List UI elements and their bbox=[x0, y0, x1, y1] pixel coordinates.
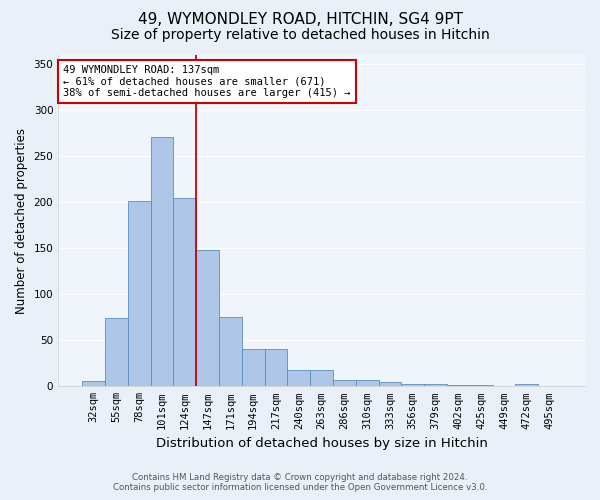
Bar bbox=[265, 350, 287, 387]
Bar bbox=[173, 198, 196, 386]
Bar bbox=[356, 380, 379, 386]
Bar bbox=[219, 318, 242, 386]
Bar bbox=[401, 384, 424, 386]
Bar bbox=[379, 382, 401, 386]
Bar bbox=[82, 381, 105, 386]
Bar bbox=[242, 350, 265, 387]
Bar bbox=[310, 370, 333, 386]
Text: Contains HM Land Registry data © Crown copyright and database right 2024.
Contai: Contains HM Land Registry data © Crown c… bbox=[113, 473, 487, 492]
Text: Size of property relative to detached houses in Hitchin: Size of property relative to detached ho… bbox=[110, 28, 490, 42]
Bar bbox=[424, 384, 447, 386]
Bar bbox=[105, 318, 128, 386]
Bar bbox=[287, 370, 310, 386]
Bar bbox=[151, 137, 173, 386]
Text: 49 WYMONDLEY ROAD: 137sqm
← 61% of detached houses are smaller (671)
38% of semi: 49 WYMONDLEY ROAD: 137sqm ← 61% of detac… bbox=[64, 65, 351, 98]
Text: 49, WYMONDLEY ROAD, HITCHIN, SG4 9PT: 49, WYMONDLEY ROAD, HITCHIN, SG4 9PT bbox=[137, 12, 463, 28]
X-axis label: Distribution of detached houses by size in Hitchin: Distribution of detached houses by size … bbox=[155, 437, 488, 450]
Y-axis label: Number of detached properties: Number of detached properties bbox=[15, 128, 28, 314]
Bar bbox=[515, 384, 538, 386]
Bar bbox=[128, 202, 151, 386]
Bar bbox=[196, 250, 219, 386]
Bar bbox=[333, 380, 356, 386]
